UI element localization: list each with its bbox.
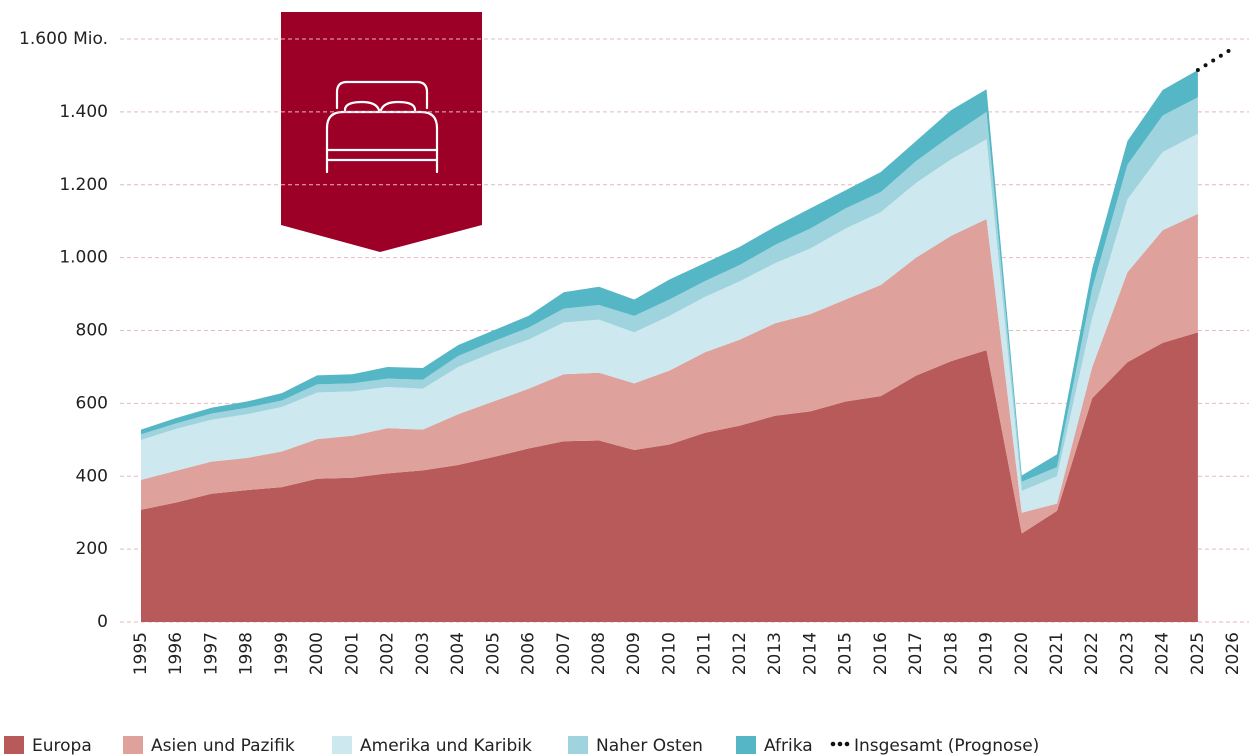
areas: [141, 69, 1198, 622]
area: [141, 133, 1198, 513]
x-tick-label: 2000: [307, 632, 327, 675]
legend-item: Naher Osten: [568, 736, 703, 756]
x-tick-label: 2010: [659, 632, 679, 675]
legend-item: Insgesamt (Prognose): [830, 736, 1039, 756]
legend-dot: [837, 741, 843, 747]
x-tick-label: 2014: [800, 632, 820, 675]
y-tick-label: 1.200: [59, 175, 108, 195]
area: [141, 213, 1198, 534]
x-tick-label: 2002: [378, 632, 398, 675]
x-tick-label: 1999: [272, 632, 292, 675]
x-tick-label: 2005: [483, 632, 503, 675]
legend-dot: [830, 741, 836, 747]
x-tick-label: 2001: [342, 632, 362, 675]
y-tick-label: 800: [76, 321, 108, 341]
area: [141, 332, 1198, 622]
legend-label: Naher Osten: [596, 736, 703, 756]
x-tick-label: 2023: [1117, 632, 1137, 675]
x-tick-label: 2003: [413, 632, 433, 675]
x-tick-label: 2007: [554, 632, 574, 675]
x-tick-label: 1995: [131, 632, 151, 675]
legend-label: Amerika und Karibik: [360, 736, 532, 756]
x-tick-label: 2024: [1153, 632, 1173, 675]
x-tick-label: 2008: [589, 632, 609, 675]
legend-item: Europa: [4, 736, 92, 756]
x-tick-label: 2026: [1223, 632, 1243, 675]
legend-dot: [844, 741, 850, 747]
x-tick-label: 1996: [166, 632, 186, 675]
legend-swatch: [4, 736, 24, 754]
legend-label: Afrika: [764, 736, 813, 756]
legend-label: Insgesamt (Prognose): [854, 736, 1039, 756]
x-tick-label: 2012: [730, 632, 750, 675]
x-tick-label: 2022: [1082, 632, 1102, 675]
y-tick-label: 200: [76, 539, 108, 559]
forecast-line: [1195, 46, 1236, 72]
x-tick-label: 2021: [1047, 632, 1067, 675]
x-tick-label: 1997: [201, 632, 221, 675]
y-tick-label: 1.000: [59, 248, 108, 268]
y-tick-label: 1.600 Mio.: [19, 29, 108, 49]
x-tick-label: 2025: [1188, 632, 1208, 675]
area: [141, 69, 1198, 482]
y-tick-label: 600: [76, 393, 108, 413]
legend-swatch: [123, 736, 143, 754]
y-tick-label: 0: [97, 612, 108, 632]
legend-item: Asien und Pazifik: [123, 736, 295, 756]
legend-item: Afrika: [736, 736, 813, 756]
y-tick-label: 1.400: [59, 102, 108, 122]
x-tick-label: 2017: [906, 632, 926, 675]
legend-item: Amerika und Karibik: [332, 736, 532, 756]
x-tick-label: 1998: [237, 632, 257, 675]
banner-icon: [281, 12, 482, 252]
x-tick-label: 2020: [1012, 632, 1032, 675]
x-tick-label: 2015: [836, 632, 856, 675]
x-tick-label: 2019: [977, 632, 997, 675]
x-tick-label: 2009: [624, 632, 644, 675]
legend-swatch: [568, 736, 588, 754]
y-tick-label: 400: [76, 466, 108, 486]
x-tick-label: 2016: [871, 632, 891, 675]
legend-swatch: [736, 736, 756, 754]
legend-label: Europa: [32, 736, 92, 756]
x-tick-label: 2011: [695, 632, 715, 675]
x-tick-label: 2004: [448, 632, 468, 675]
x-tick-label: 2018: [941, 632, 961, 675]
x-tick-label: 2006: [519, 632, 539, 675]
legend-label: Asien und Pazifik: [151, 736, 295, 756]
legend-swatch: [332, 736, 352, 754]
x-tick-label: 2013: [765, 632, 785, 675]
